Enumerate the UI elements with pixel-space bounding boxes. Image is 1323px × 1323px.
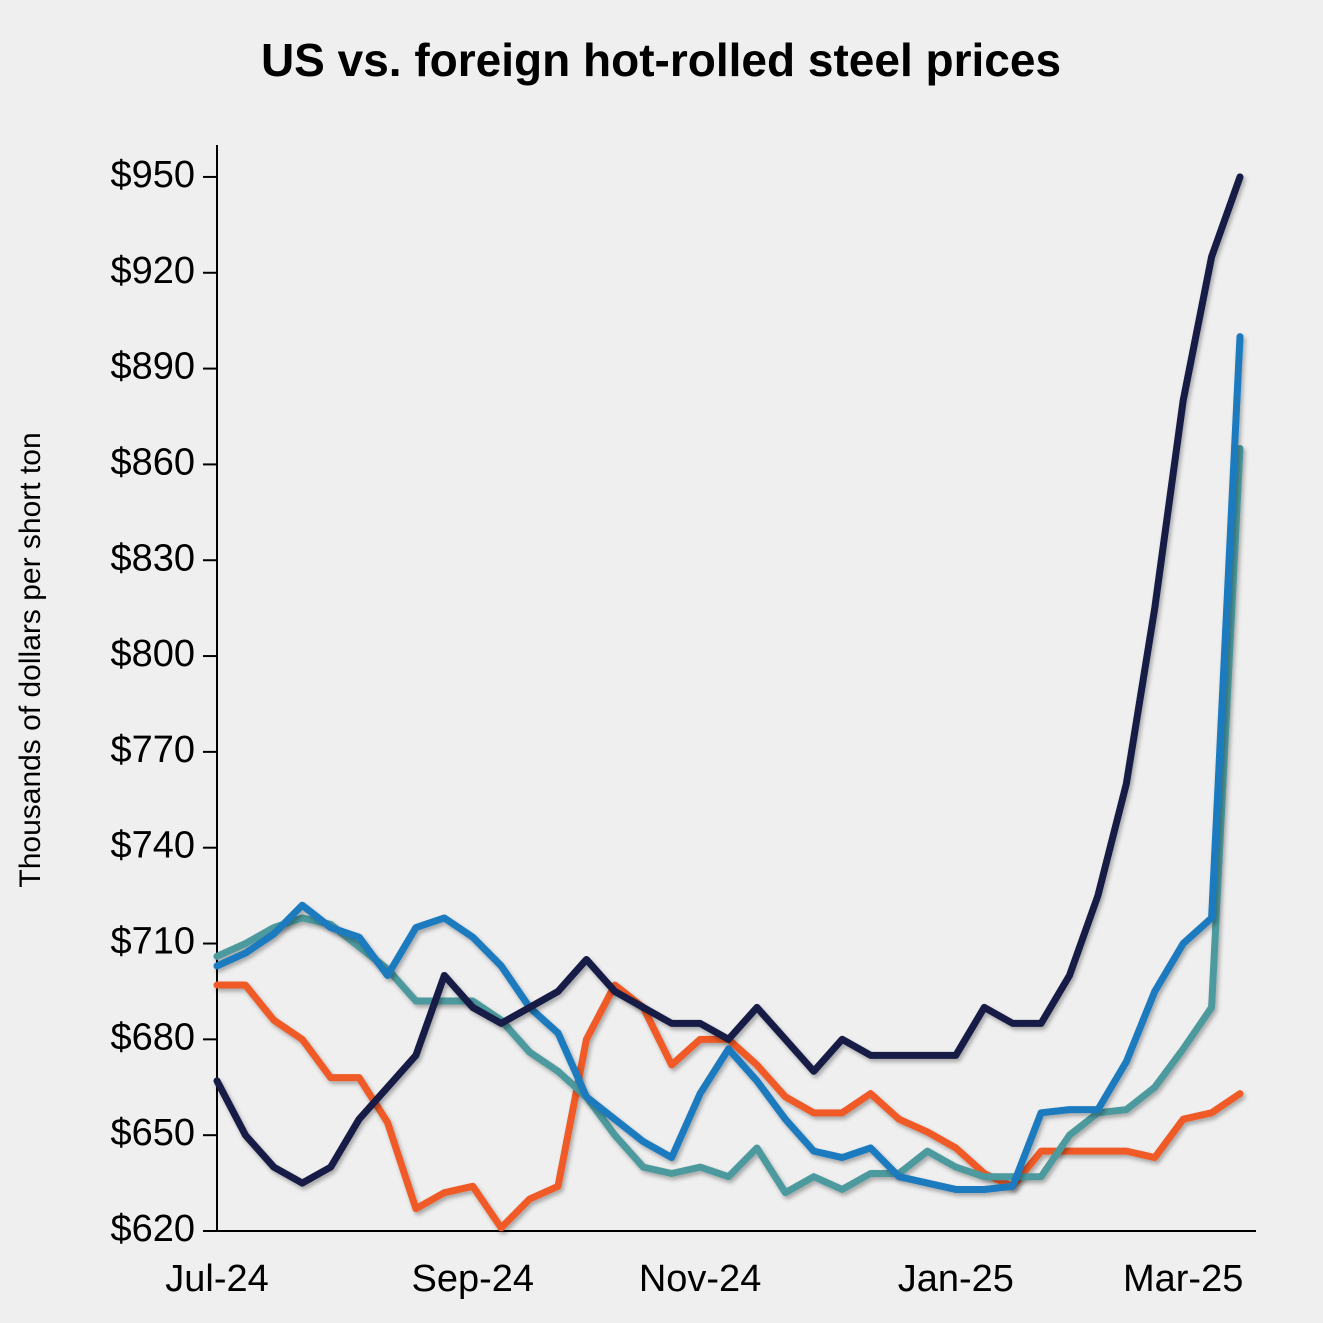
line-series bbox=[213, 333, 1244, 1193]
y-axis-label: Thousands of dollars per short ton bbox=[14, 432, 47, 887]
x-tick-label: Sep-24 bbox=[411, 1258, 534, 1300]
x-tick-label: Jan-25 bbox=[898, 1258, 1014, 1300]
x-tick-label: Jul-24 bbox=[165, 1258, 269, 1300]
y-tick-label: $950 bbox=[110, 154, 195, 196]
y-tick-label: $680 bbox=[110, 1016, 195, 1058]
chart-title: US vs. foreign hot-rolled steel prices bbox=[261, 34, 1061, 86]
y-tick-label: $920 bbox=[110, 250, 195, 292]
y-tick-label: $770 bbox=[110, 729, 195, 771]
y-tick-label: $860 bbox=[110, 441, 195, 483]
y-tick-label: $650 bbox=[110, 1112, 195, 1154]
y-tick-label: $800 bbox=[110, 633, 195, 675]
y-tick-label: $740 bbox=[110, 825, 195, 867]
y-tick-label: $620 bbox=[110, 1208, 195, 1250]
y-tick-label: $830 bbox=[110, 537, 195, 579]
y-tick-label: $710 bbox=[110, 921, 195, 963]
x-tick-label: Nov-24 bbox=[639, 1258, 762, 1300]
x-tick-label: Mar-25 bbox=[1123, 1258, 1243, 1300]
y-tick-label: $890 bbox=[110, 346, 195, 388]
line-series bbox=[213, 173, 1244, 1187]
